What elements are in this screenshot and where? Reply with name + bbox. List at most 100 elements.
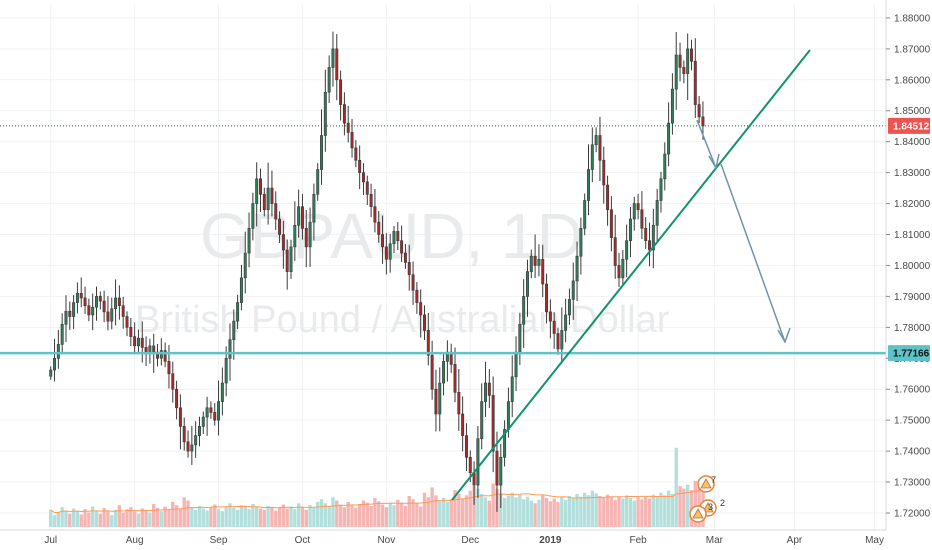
candle[interactable] xyxy=(259,168,262,212)
pizza-icon[interactable]: 2 xyxy=(689,498,725,523)
candle[interactable] xyxy=(392,226,396,254)
candle[interactable] xyxy=(388,234,392,273)
candle[interactable] xyxy=(587,144,590,216)
candle[interactable] xyxy=(335,34,339,101)
forecast-arrows[interactable] xyxy=(696,119,791,344)
candle[interactable] xyxy=(289,239,293,279)
event-markers[interactable]: 7 3 2 xyxy=(689,475,725,523)
candle[interactable] xyxy=(293,201,297,261)
candle[interactable] xyxy=(533,234,537,279)
candle[interactable] xyxy=(224,346,228,397)
candle[interactable] xyxy=(552,312,556,349)
candle[interactable] xyxy=(68,301,72,330)
candle[interactable] xyxy=(537,244,541,277)
candle[interactable] xyxy=(182,417,186,451)
candle[interactable] xyxy=(644,217,648,249)
candle[interactable] xyxy=(381,215,385,264)
candle[interactable] xyxy=(197,416,201,447)
candle[interactable] xyxy=(411,261,415,305)
candle[interactable] xyxy=(266,162,270,225)
candle[interactable] xyxy=(110,297,114,330)
candle[interactable] xyxy=(575,241,579,302)
candle[interactable] xyxy=(365,175,369,206)
candle[interactable] xyxy=(102,290,106,323)
candle[interactable] xyxy=(407,244,411,291)
candle[interactable] xyxy=(667,102,671,167)
candle[interactable] xyxy=(434,369,438,432)
candle[interactable] xyxy=(354,140,358,168)
candle[interactable] xyxy=(91,293,95,331)
candle[interactable] xyxy=(346,105,350,143)
candle[interactable] xyxy=(285,239,289,290)
candle[interactable] xyxy=(594,127,598,153)
candle[interactable] xyxy=(690,39,693,71)
candle[interactable] xyxy=(121,296,125,329)
arrow-segment-1[interactable] xyxy=(696,119,717,169)
candle[interactable] xyxy=(133,322,137,355)
candle[interactable] xyxy=(274,191,278,231)
candle[interactable] xyxy=(358,145,362,190)
candle[interactable] xyxy=(636,193,640,220)
candle[interactable] xyxy=(175,380,179,420)
candle[interactable] xyxy=(98,291,102,310)
candle[interactable] xyxy=(186,430,190,458)
candle[interactable] xyxy=(201,411,205,435)
candle[interactable] xyxy=(159,338,163,366)
candle[interactable] xyxy=(503,420,507,467)
candle[interactable] xyxy=(400,225,404,262)
candle[interactable] xyxy=(556,327,560,355)
candle[interactable] xyxy=(682,60,686,84)
time-axis[interactable] xyxy=(0,530,886,550)
candle[interactable] xyxy=(628,207,632,258)
candle[interactable] xyxy=(442,352,446,396)
candle[interactable] xyxy=(377,210,381,243)
candle[interactable] xyxy=(369,183,373,218)
candle[interactable] xyxy=(625,224,629,278)
candle[interactable] xyxy=(136,329,140,353)
price-axis[interactable] xyxy=(886,0,932,550)
candle[interactable] xyxy=(697,96,701,124)
candle[interactable] xyxy=(331,31,335,87)
candle[interactable] xyxy=(602,146,606,204)
candle[interactable] xyxy=(655,188,659,242)
candle[interactable] xyxy=(213,403,217,426)
candle[interactable] xyxy=(567,288,571,325)
candle[interactable] xyxy=(522,279,526,348)
candle[interactable] xyxy=(178,394,182,450)
candle[interactable] xyxy=(194,421,198,458)
candle[interactable] xyxy=(480,383,484,450)
candle[interactable] xyxy=(464,423,468,472)
candle[interactable] xyxy=(209,401,213,419)
candle[interactable] xyxy=(232,309,236,360)
candle[interactable] xyxy=(670,73,674,135)
candle[interactable] xyxy=(205,396,209,436)
trendline[interactable] xyxy=(451,49,811,501)
candle[interactable] xyxy=(686,33,690,100)
candle[interactable] xyxy=(579,217,583,275)
candle[interactable] xyxy=(564,298,568,343)
candle[interactable] xyxy=(426,312,430,366)
candle[interactable] xyxy=(403,244,407,269)
candle[interactable] xyxy=(621,249,625,287)
candle[interactable] xyxy=(251,192,255,241)
candle[interactable] xyxy=(396,222,400,251)
candle[interactable] xyxy=(606,175,610,226)
candle[interactable] xyxy=(60,313,64,355)
candle[interactable] xyxy=(114,279,118,326)
candle[interactable] xyxy=(95,286,98,321)
candle[interactable] xyxy=(323,69,327,152)
candle[interactable] xyxy=(49,366,53,380)
candle[interactable] xyxy=(56,329,60,369)
arrow-segment-2[interactable] xyxy=(720,163,786,343)
candle[interactable] xyxy=(590,127,594,183)
candle[interactable] xyxy=(255,162,259,227)
candle[interactable] xyxy=(308,207,312,267)
candle[interactable] xyxy=(270,170,274,217)
candle[interactable] xyxy=(659,171,663,213)
candle[interactable] xyxy=(327,55,331,104)
candle[interactable] xyxy=(247,212,251,268)
candles[interactable] xyxy=(49,31,705,512)
candle[interactable] xyxy=(163,342,167,368)
candle[interactable] xyxy=(545,273,549,324)
candle[interactable] xyxy=(423,305,426,340)
